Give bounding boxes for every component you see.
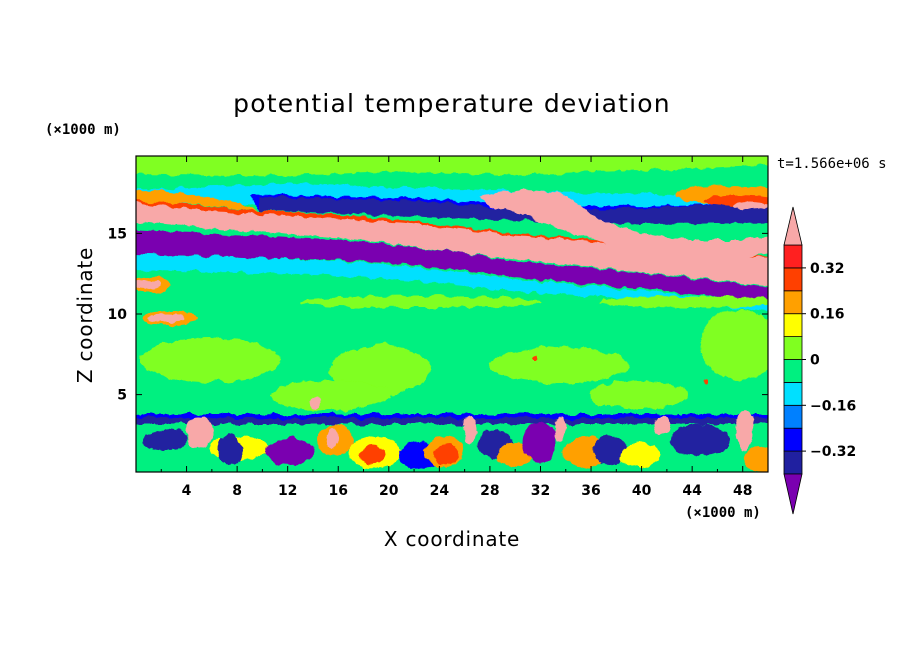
field-blob-center-green <box>300 296 540 308</box>
x-tick-label: 12 <box>278 483 297 499</box>
y-tick-group: 5 10 15 <box>108 226 768 404</box>
field-upper-stratopink <box>480 190 768 258</box>
colorbar-swatch <box>783 267 803 292</box>
x-tick-label: 24 <box>430 483 450 499</box>
x-tick-label: 4 <box>182 483 192 499</box>
colorbar-min-arrow <box>783 473 803 515</box>
y-axis-label: Z coordinate <box>73 247 97 383</box>
x-tick-label: 44 <box>682 483 702 499</box>
field-upper-right-pink <box>732 202 768 210</box>
colorbar: −0.32 −0.16 0 0.16 0.32 <box>783 206 856 515</box>
y-tick-label: 10 <box>108 307 128 323</box>
field-mid-speckle <box>140 310 768 410</box>
field-purple-band <box>136 229 768 303</box>
plot-field <box>136 156 768 472</box>
x-tick-label: 20 <box>379 483 399 499</box>
colorbar-swatch <box>783 336 803 360</box>
field-boundary-layer <box>136 410 768 472</box>
colorbar-label: 0.32 <box>810 261 845 277</box>
chart-title: potential temperature deviation <box>233 89 671 118</box>
colorbar-swatch <box>783 427 803 452</box>
x-tick-label: 32 <box>531 483 550 499</box>
field-upper-green <box>136 156 768 176</box>
x-tick-label: 40 <box>632 483 652 499</box>
x-axis-label: X coordinate <box>384 527 520 551</box>
colorbar-swatch <box>783 290 803 315</box>
y-unit-label: (×1000 m) <box>45 122 121 138</box>
x-tick-label: 48 <box>733 483 752 499</box>
x-tick-label: 36 <box>581 483 600 499</box>
field-blob-mid-pink <box>148 314 184 322</box>
x-tick-label: 28 <box>480 483 499 499</box>
colorbar-swatch <box>783 359 803 383</box>
x-unit-label: (×1000 m) <box>685 505 761 521</box>
field-pink-band <box>136 202 768 287</box>
field-cyan-band <box>136 254 768 312</box>
colorbar-swatch <box>783 381 803 406</box>
x-tick-label: 16 <box>328 483 347 499</box>
field-upper-cyan-veil <box>136 183 768 212</box>
colorbar-swatch <box>783 244 803 269</box>
colorbar-swatch <box>783 313 803 338</box>
colorbar-label: 0.16 <box>810 307 845 323</box>
x-tick-label: 8 <box>232 483 242 499</box>
field-blob-left-pink <box>136 280 160 290</box>
field-upper-left-orange <box>136 190 260 210</box>
colorbar-label: 0 <box>810 353 820 369</box>
colorbar-swatch <box>783 450 803 475</box>
colorbar-label: −0.16 <box>810 398 856 414</box>
x-tick-group: 4 8 12 16 20 24 28 32 36 40 44 48 <box>160 156 752 499</box>
y-tick-label: 15 <box>108 226 127 242</box>
time-label: t=1.566e+06 s <box>777 156 887 172</box>
y-tick-label: 5 <box>117 388 127 404</box>
field-blob-right-green <box>600 296 768 308</box>
plot-frame <box>135 155 769 473</box>
colorbar-swatch <box>783 404 803 429</box>
colorbar-max-arrow <box>783 206 803 246</box>
colorbar-label: −0.32 <box>810 444 856 460</box>
